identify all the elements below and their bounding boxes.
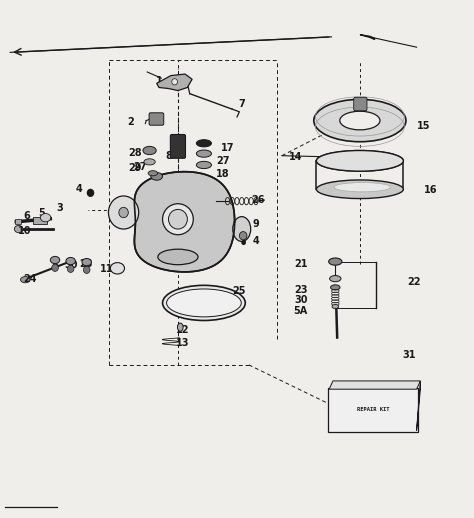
Text: 28: 28 <box>128 148 142 157</box>
Text: 15: 15 <box>417 121 430 131</box>
Ellipse shape <box>40 213 51 222</box>
Ellipse shape <box>332 305 338 309</box>
Text: 29: 29 <box>128 163 142 173</box>
Ellipse shape <box>144 159 155 165</box>
Ellipse shape <box>82 258 91 266</box>
Text: REPAIR KIT: REPAIR KIT <box>356 407 389 412</box>
Text: 14: 14 <box>289 152 303 162</box>
Ellipse shape <box>196 150 211 157</box>
Text: 30: 30 <box>294 295 308 305</box>
Ellipse shape <box>163 204 193 235</box>
Text: 3: 3 <box>56 204 63 213</box>
Ellipse shape <box>143 147 156 155</box>
Text: 30: 30 <box>64 260 77 270</box>
Ellipse shape <box>148 170 157 176</box>
Ellipse shape <box>317 151 403 171</box>
Text: 4: 4 <box>253 236 259 246</box>
Polygon shape <box>135 171 235 272</box>
Text: 17: 17 <box>221 143 234 153</box>
Text: 1: 1 <box>155 76 163 86</box>
Circle shape <box>83 266 90 274</box>
Text: 23: 23 <box>79 259 92 269</box>
Ellipse shape <box>328 258 342 265</box>
Circle shape <box>67 265 74 272</box>
Ellipse shape <box>196 140 211 147</box>
Text: 5: 5 <box>38 208 45 218</box>
Circle shape <box>52 264 58 271</box>
Text: 12: 12 <box>176 325 190 335</box>
Circle shape <box>239 232 247 240</box>
Text: 4: 4 <box>75 184 82 194</box>
Ellipse shape <box>329 276 341 282</box>
Text: 31: 31 <box>403 350 416 359</box>
Ellipse shape <box>330 285 340 290</box>
Text: 23: 23 <box>294 285 308 295</box>
Ellipse shape <box>317 151 403 171</box>
Text: 5A: 5A <box>294 306 308 315</box>
Circle shape <box>109 196 139 229</box>
Polygon shape <box>417 381 420 430</box>
Text: 24: 24 <box>24 274 37 284</box>
Ellipse shape <box>317 180 403 198</box>
Text: 27: 27 <box>216 156 229 166</box>
Ellipse shape <box>158 249 198 265</box>
Text: 25: 25 <box>233 286 246 296</box>
Text: 5: 5 <box>52 260 58 270</box>
Text: 7: 7 <box>238 99 245 109</box>
Text: 18: 18 <box>216 169 229 179</box>
FancyBboxPatch shape <box>328 388 418 431</box>
FancyBboxPatch shape <box>354 97 367 111</box>
Ellipse shape <box>110 263 125 274</box>
Bar <box>33 217 47 224</box>
Text: 16: 16 <box>424 185 438 195</box>
Ellipse shape <box>166 289 241 317</box>
Ellipse shape <box>14 225 23 233</box>
Text: 13: 13 <box>176 338 190 348</box>
Text: 27: 27 <box>133 162 147 172</box>
Ellipse shape <box>196 162 211 168</box>
Text: 2: 2 <box>128 117 134 127</box>
Ellipse shape <box>314 99 406 142</box>
Text: 8: 8 <box>165 151 172 161</box>
Bar <box>15 219 20 224</box>
Text: 6: 6 <box>23 211 30 221</box>
Ellipse shape <box>340 111 380 130</box>
Ellipse shape <box>334 182 391 192</box>
Text: 21: 21 <box>294 259 308 269</box>
Polygon shape <box>156 74 192 91</box>
Text: 9: 9 <box>253 219 259 229</box>
Ellipse shape <box>20 277 30 283</box>
Ellipse shape <box>163 285 245 321</box>
FancyBboxPatch shape <box>149 113 164 125</box>
Text: 22: 22 <box>408 277 421 287</box>
Text: 26: 26 <box>252 195 265 205</box>
Circle shape <box>119 207 128 218</box>
Circle shape <box>172 79 177 85</box>
Ellipse shape <box>66 257 75 265</box>
Ellipse shape <box>168 209 187 229</box>
Ellipse shape <box>151 172 163 180</box>
Ellipse shape <box>50 256 60 264</box>
Ellipse shape <box>177 323 183 332</box>
Text: 11: 11 <box>100 264 114 275</box>
Polygon shape <box>329 381 420 389</box>
Text: 10: 10 <box>18 226 31 236</box>
Ellipse shape <box>233 217 251 241</box>
Circle shape <box>87 189 94 197</box>
FancyBboxPatch shape <box>170 135 185 159</box>
Circle shape <box>241 240 246 245</box>
